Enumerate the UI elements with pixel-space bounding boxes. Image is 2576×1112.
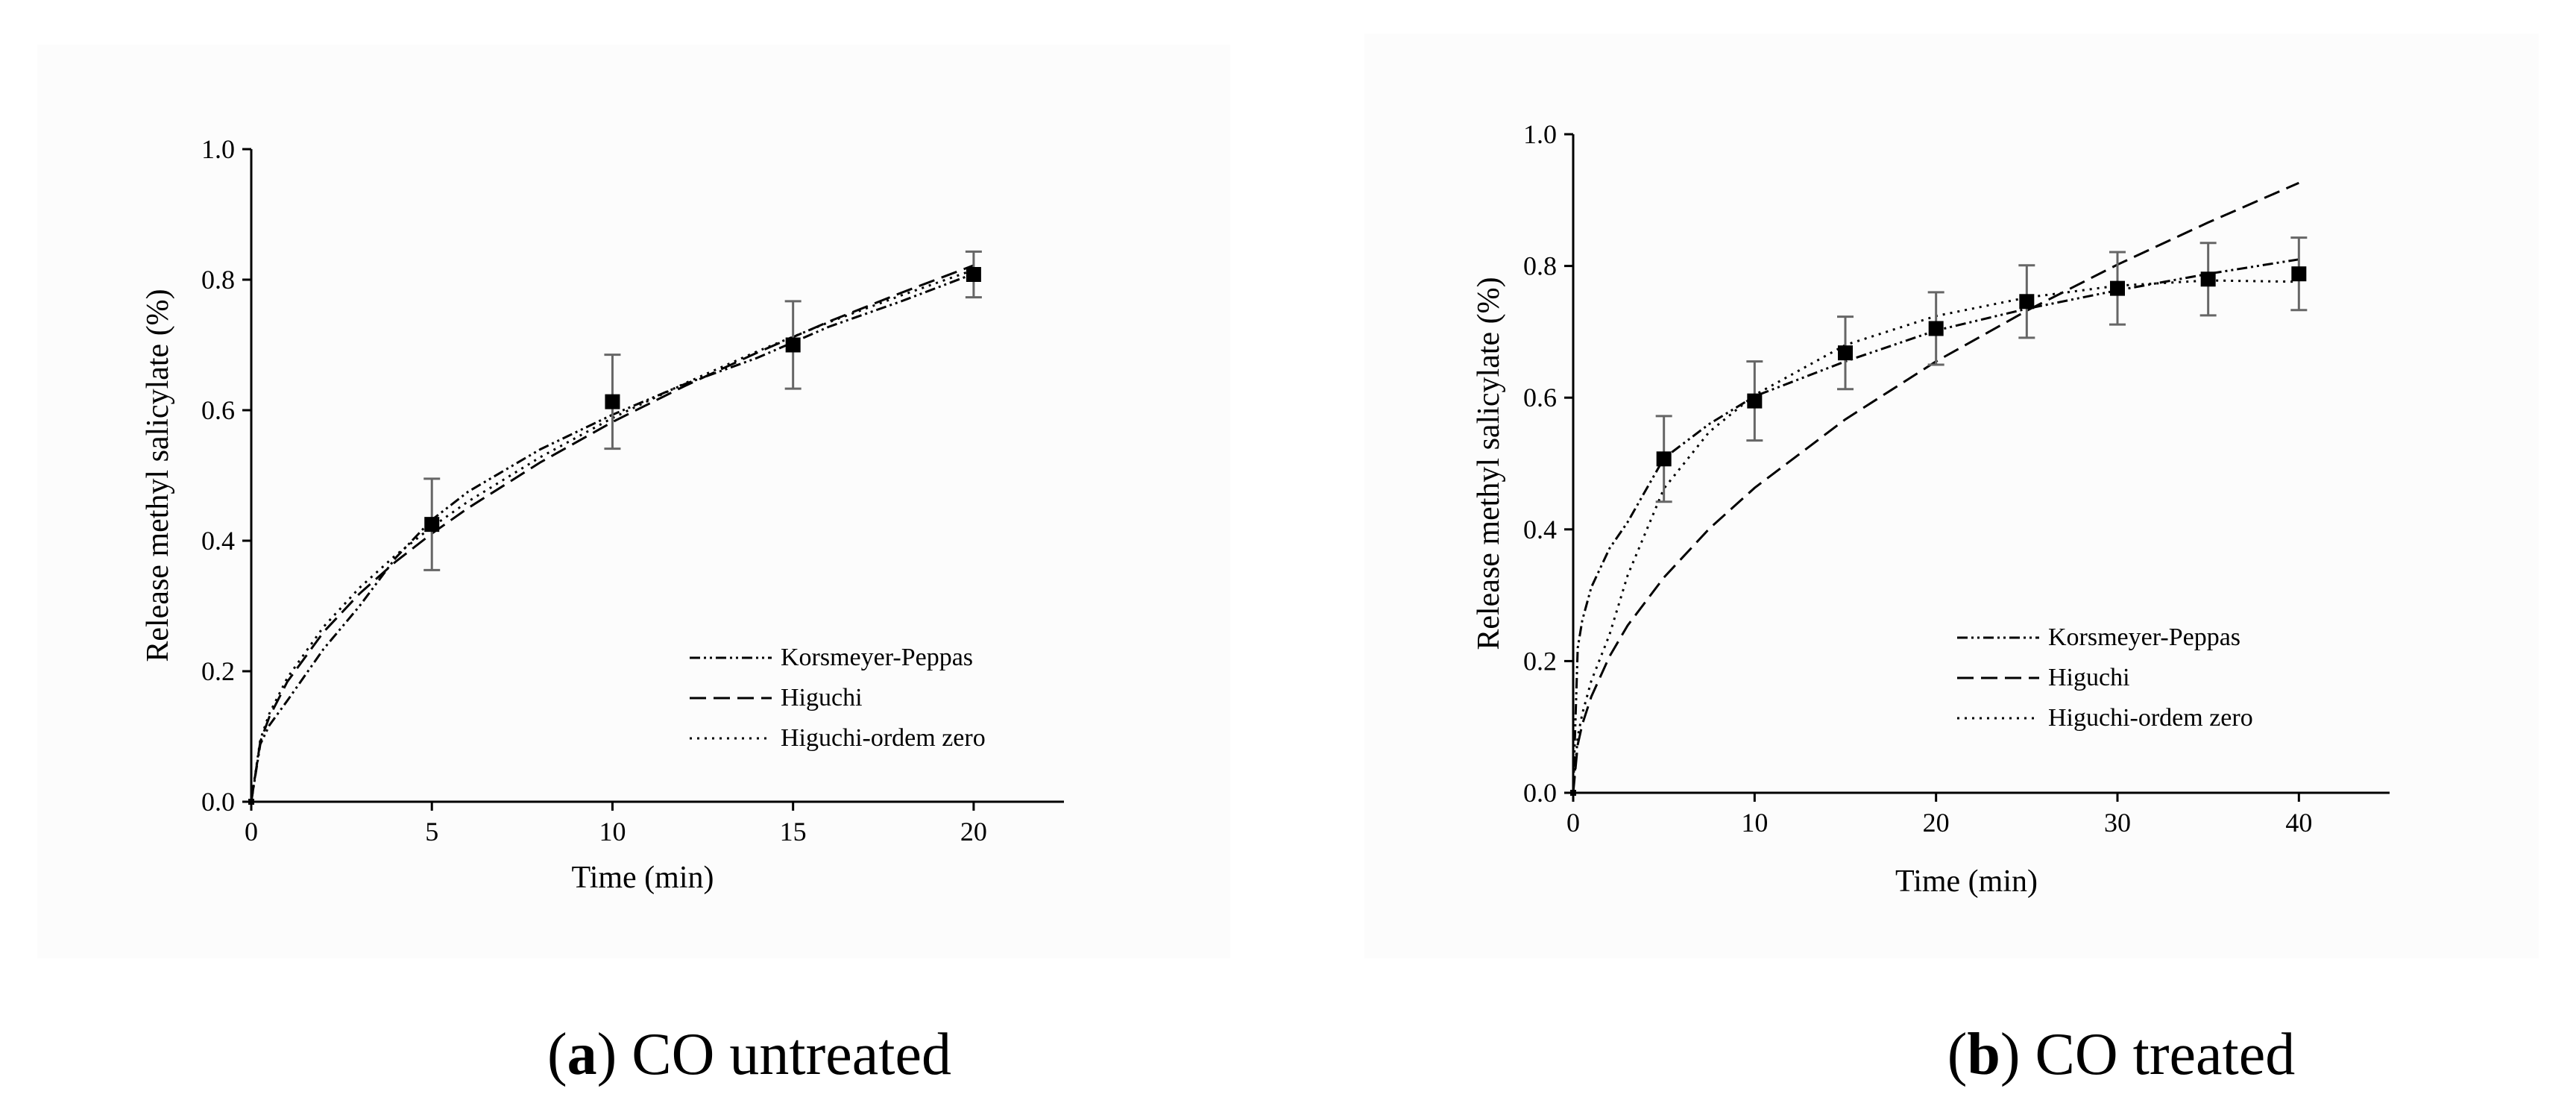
chart-a-y-tick-label: 0.2 — [201, 656, 235, 686]
caption-a-letter: a — [567, 1022, 597, 1087]
chart-a-x-tick-label: 0 — [245, 817, 258, 846]
chart-b-series-line-1 — [1572, 181, 2299, 794]
chart-b-data-point — [2291, 266, 2307, 282]
chart-b-legend-label-0: Korsmeyer-Peppas — [2048, 623, 2240, 651]
chart-a-x-tick-label: 5 — [425, 817, 438, 846]
panel-b-background — [1364, 34, 2539, 958]
chart-a-legend-label-2: Higuchi-ordem zero — [781, 724, 986, 752]
chart-b-x-tick-label: 20 — [1923, 808, 1950, 838]
chart-b-series-line-0 — [1572, 258, 2299, 794]
chart-a-data-point — [605, 394, 620, 409]
caption-b: (b) CO treated — [1947, 1022, 2296, 1087]
chart-a-y-tick-label: 1.0 — [201, 134, 235, 164]
chart-a-x-axis-title: Time (min) — [572, 861, 714, 895]
chart-b-y-tick-label: 0.2 — [1523, 646, 1557, 676]
chart-b-data-point — [2019, 294, 2035, 310]
chart-b-x-axis-title: Time (min) — [1895, 864, 2038, 899]
chart-b-y-tick-label: 0.4 — [1523, 515, 1557, 544]
chart-panel-b: 0 10 20 30 40 0.0 0.2 0.4 0.6 0.8 1.0 Time (min) Rel… — [1472, 119, 2390, 899]
chart-b-x-tick-label: 10 — [1741, 808, 1768, 838]
chart-b-y-tick-label: 1.0 — [1523, 119, 1557, 149]
panel-a-background — [37, 45, 1230, 958]
chart-b-data-point — [1656, 451, 1672, 467]
chart-b-x-tick-label: 40 — [2285, 808, 2312, 838]
chart-a-y-tick-label: 0.8 — [201, 265, 235, 295]
caption-b-text: CO treated — [2035, 1022, 2296, 1087]
chart-a-data-point — [424, 517, 440, 533]
chart-a-legend-label-0: Korsmeyer-Peppas — [781, 644, 973, 671]
chart-b-data-point — [1570, 790, 1576, 796]
chart-b-data-point — [2110, 280, 2125, 296]
chart-a-data-point — [785, 337, 801, 353]
chart-b-data-point — [1747, 393, 1763, 409]
caption-a-text: CO untreated — [632, 1022, 951, 1087]
chart-b-x-tick-label: 30 — [2104, 808, 2131, 838]
chart-b-data-point — [2200, 271, 2216, 287]
chart-a-y-tick-label: 0.0 — [201, 787, 235, 817]
chart-b-y-axis-title: Release methyl salicylate (%) — [1472, 277, 1506, 650]
chart-panel-a: 0 5 10 15 20 0.0 0.2 0.4 0.6 0.8 1.0 Time (min) Rele… — [141, 134, 1064, 895]
chart-a-y-axis-title: Release methyl salicylate (%) — [141, 289, 175, 662]
chart-b-legend-label-2: Higuchi-ordem zero — [2048, 704, 2253, 732]
caption-b-letter: b — [1967, 1022, 2000, 1087]
chart-b-legend-label-1: Higuchi — [2048, 664, 2130, 691]
chart-a-y-tick-label: 0.4 — [201, 526, 235, 556]
chart-b-y-tick-label: 0.8 — [1523, 251, 1557, 281]
chart-b-y-tick-label: 0.6 — [1523, 383, 1557, 412]
chart-a-data-point — [248, 799, 254, 805]
chart-b-series-line-2 — [1572, 279, 2299, 794]
chart-b-x-tick-label: 0 — [1566, 808, 1580, 838]
chart-a-x-tick-label: 10 — [599, 817, 626, 846]
chart-a-legend-label-1: Higuchi — [781, 684, 863, 712]
chart-b-data-point — [1838, 345, 1853, 361]
chart-b-data-point — [1928, 321, 1944, 336]
chart-a-y-tick-label: 0.6 — [201, 395, 235, 425]
chart-a-x-tick-label: 15 — [780, 817, 807, 846]
chart-a-x-tick-label: 20 — [960, 817, 987, 846]
chart-b-y-tick-label: 0.0 — [1523, 778, 1557, 808]
chart-a-data-point — [966, 267, 981, 282]
caption-a: (a) CO untreated — [547, 1022, 951, 1087]
